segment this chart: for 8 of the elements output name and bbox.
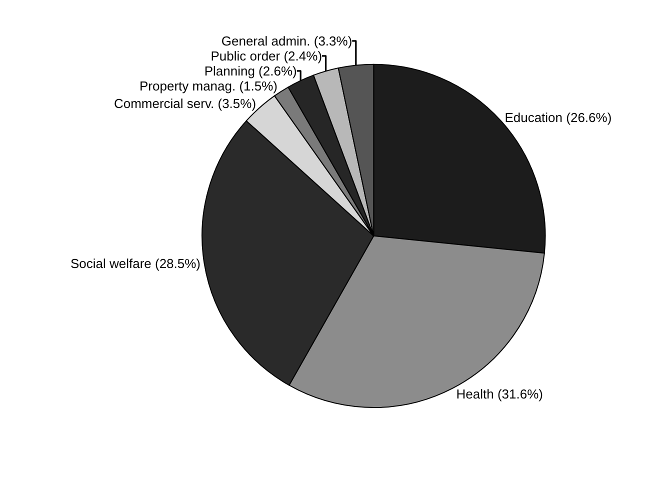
slice-label: Commercial serv. (3.5%): [114, 96, 256, 111]
slice-label: Planning (2.6%): [204, 64, 297, 78]
slice-label: Health (31.6%): [456, 386, 543, 402]
slice-label: Education (26.6%): [504, 110, 612, 125]
slice-label: Social welfare (28.5%): [70, 256, 201, 271]
slice-label: General admin. (3.3%): [221, 34, 352, 48]
slice-label: Public order (2.4%): [210, 48, 322, 64]
slice-label: Property manag. (1.5%): [139, 78, 278, 94]
